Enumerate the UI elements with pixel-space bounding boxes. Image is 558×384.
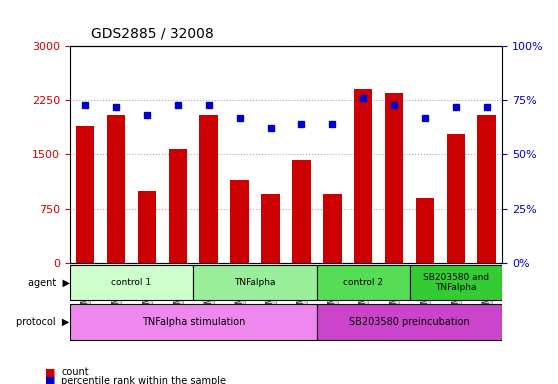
Bar xyxy=(138,190,156,263)
Text: agent  ▶: agent ▶ xyxy=(28,278,70,288)
Text: GSM189811: GSM189811 xyxy=(142,267,151,313)
Bar xyxy=(354,89,373,263)
Text: GSM189816: GSM189816 xyxy=(451,267,460,313)
Text: ■: ■ xyxy=(45,376,55,384)
Text: TNFalpha stimulation: TNFalpha stimulation xyxy=(142,317,245,327)
Text: GSM189814: GSM189814 xyxy=(421,267,430,313)
Text: percentile rank within the sample: percentile rank within the sample xyxy=(61,376,227,384)
FancyBboxPatch shape xyxy=(317,304,502,340)
FancyBboxPatch shape xyxy=(317,265,410,300)
Text: TNFalpha: TNFalpha xyxy=(234,278,276,287)
Text: control 1: control 1 xyxy=(112,278,152,287)
FancyBboxPatch shape xyxy=(193,265,317,300)
Bar xyxy=(169,149,187,263)
Text: GSM189819: GSM189819 xyxy=(389,267,398,313)
Bar xyxy=(446,134,465,263)
Bar xyxy=(385,93,403,263)
Text: SB203580 preincubation: SB203580 preincubation xyxy=(349,317,470,327)
Text: protocol  ▶: protocol ▶ xyxy=(16,317,70,327)
Text: count: count xyxy=(61,367,89,377)
Text: GSM189809: GSM189809 xyxy=(112,267,121,313)
Bar xyxy=(230,180,249,263)
Text: ■: ■ xyxy=(45,367,55,377)
Text: GSM189808: GSM189808 xyxy=(235,267,244,313)
Text: GSM189815: GSM189815 xyxy=(328,267,337,313)
Bar xyxy=(292,160,311,263)
Bar xyxy=(76,126,94,263)
FancyBboxPatch shape xyxy=(70,265,193,300)
Text: GSM189806: GSM189806 xyxy=(204,267,213,313)
Text: GSM189813: GSM189813 xyxy=(174,267,182,313)
Bar xyxy=(200,115,218,263)
Text: GSM189818: GSM189818 xyxy=(482,267,491,313)
FancyBboxPatch shape xyxy=(410,265,502,300)
Text: GDS2885 / 32008: GDS2885 / 32008 xyxy=(92,27,214,41)
Bar xyxy=(323,194,341,263)
Text: GSM189807: GSM189807 xyxy=(81,267,90,313)
Text: GSM189812: GSM189812 xyxy=(297,267,306,313)
Text: SB203580 and
TNFalpha: SB203580 and TNFalpha xyxy=(423,273,489,292)
Bar xyxy=(478,115,496,263)
Text: GSM189810: GSM189810 xyxy=(266,267,275,313)
Bar xyxy=(416,198,434,263)
Bar xyxy=(261,194,280,263)
Text: control 2: control 2 xyxy=(343,278,383,287)
FancyBboxPatch shape xyxy=(70,304,317,340)
Bar xyxy=(107,115,126,263)
Text: GSM189817: GSM189817 xyxy=(359,267,368,313)
